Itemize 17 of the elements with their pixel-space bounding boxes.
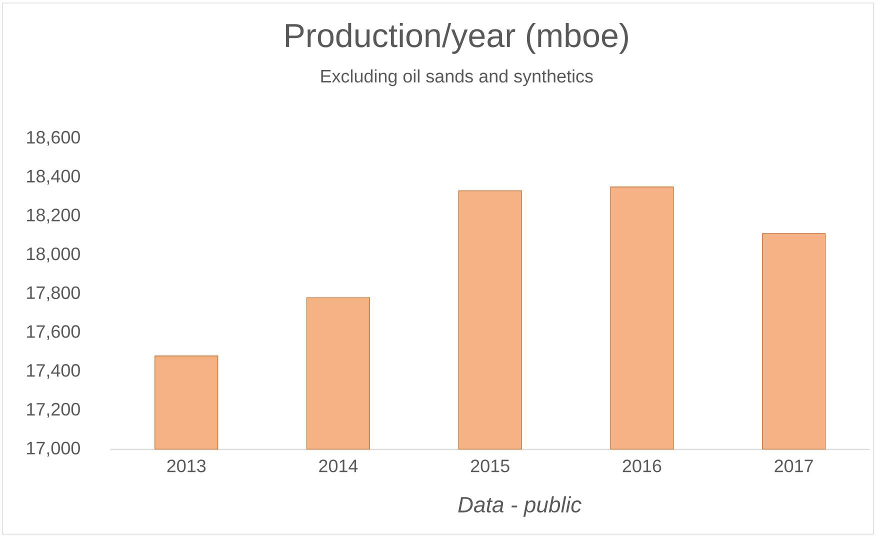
x-tick-label: 2015 [471,459,510,472]
x-tick-label: 2017 [774,459,813,472]
x-tick-label: 2014 [319,459,358,472]
y-tick-label: 17,200 [27,402,80,418]
y-tick-label: 18,200 [27,208,80,224]
x-tick-label: 2013 [167,459,206,472]
y-tick-label: 17,800 [27,286,80,302]
y-tick-label: 18,000 [27,247,80,262]
chart-subtitle: Excluding oil sands and synthetics [321,69,593,86]
y-tick-label: 18,600 [27,130,80,146]
chart-title: Production/year (mboe) [286,22,628,54]
y-tick-label: 18,400 [27,170,80,184]
y-tick-label: 17,400 [27,364,80,379]
y-tick-label: 17,600 [27,325,80,340]
text: Data - public [458,496,582,517]
y-tick-label: 17,000 [27,442,80,456]
x-tick-label: 2016 [622,459,662,472]
